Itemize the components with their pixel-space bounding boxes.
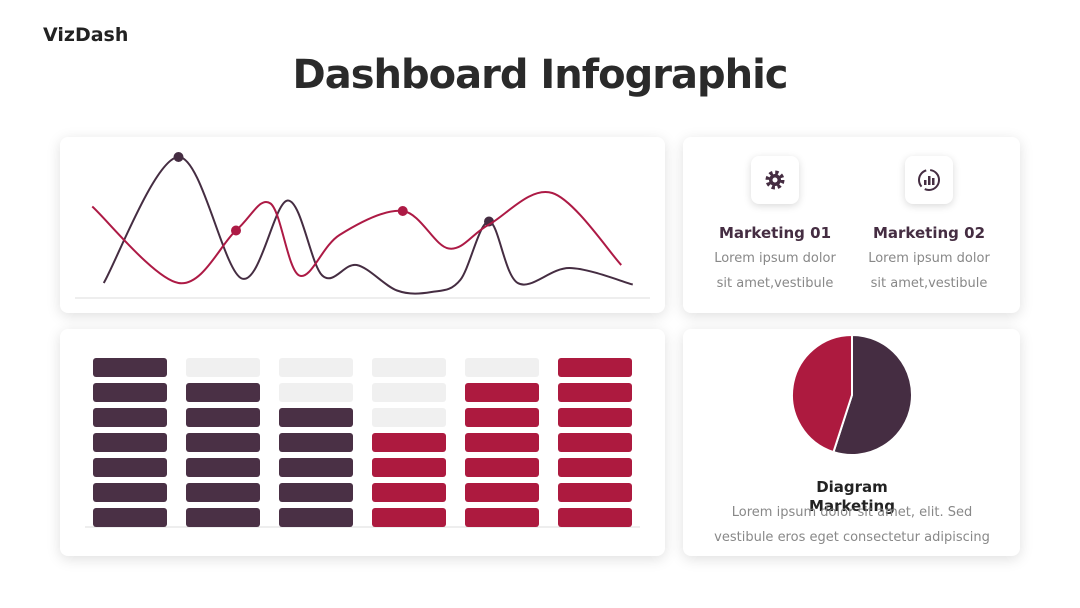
line-card [60,137,665,313]
block [93,383,167,402]
card-title: Marketing 02 [872,224,986,242]
block [279,433,353,452]
block [186,458,260,477]
pie-title: Diagram Marketing [809,478,895,515]
block [93,458,167,477]
card-title: Marketing 01 [718,224,832,242]
empty-block [465,358,539,377]
block-column [465,358,539,527]
block [558,408,632,427]
block [279,408,353,427]
empty-block [372,408,446,427]
block [93,408,167,427]
block [279,483,353,502]
block [279,458,353,477]
empty-block [279,383,353,402]
pie-text: Lorem ipsum dolor sit amet, elit. Sed ve… [714,505,990,545]
block [558,383,632,402]
empty-block [279,358,353,377]
block [465,383,539,402]
card-text: Lorem ipsum dolor sit amet,vestibule [714,251,836,291]
page-title: Dashboard Infographic [292,52,789,98]
block [186,483,260,502]
marketing-card [683,137,1020,313]
block [372,508,446,527]
block [558,483,632,502]
block-column [372,358,446,527]
block-column [186,358,260,527]
block [93,358,167,377]
block [186,408,260,427]
point [231,225,241,236]
pie-slice [791,333,853,454]
line [91,191,622,285]
block [93,508,167,527]
block [558,508,632,527]
chart-icon [905,156,953,204]
block [372,483,446,502]
block [465,408,539,427]
empty-block [186,358,260,377]
line [102,155,634,295]
brand: VizDash [43,24,129,46]
block [186,508,260,527]
gear-icon [751,156,799,204]
empty-block [372,358,446,377]
card-text: Lorem ipsum dolor sit amet,vestibule [868,251,990,291]
block [465,483,539,502]
block [465,433,539,452]
block [558,358,632,377]
block [186,383,260,402]
point [173,152,184,162]
block [465,458,539,477]
block [372,458,446,477]
pie-slice [832,333,913,456]
block [372,433,446,452]
block [558,458,632,477]
block-column [558,358,632,527]
block-column [93,358,167,527]
block-column [279,358,353,527]
block [186,433,260,452]
empty-block [372,383,446,402]
block [465,508,539,527]
block [93,483,167,502]
point [397,206,408,216]
block [558,433,632,452]
block [93,433,167,452]
block [279,508,353,527]
